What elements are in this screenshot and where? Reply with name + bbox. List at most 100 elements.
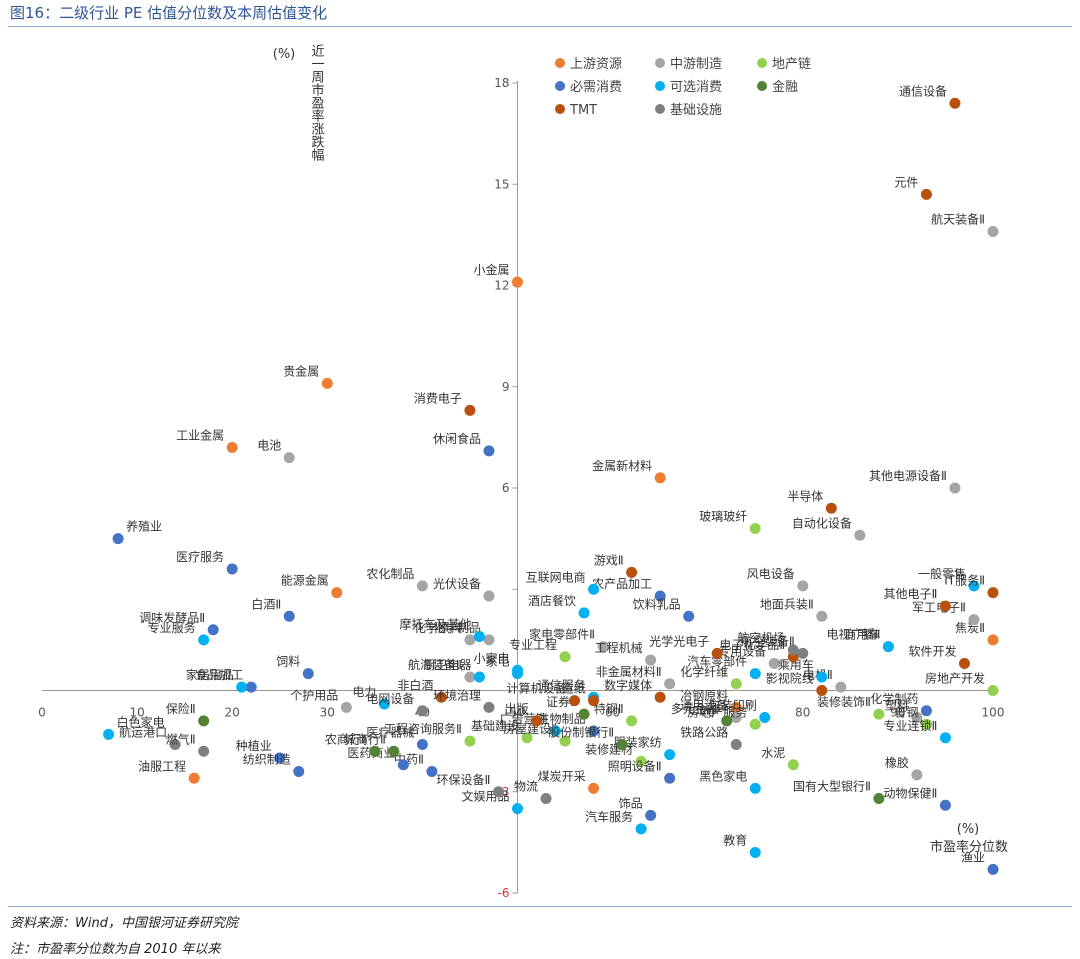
y-tick-label: 9	[502, 380, 510, 394]
legend-marker	[757, 81, 767, 91]
figure-title: 图16：二级行业 PE 估值分位数及本周估值变化	[10, 4, 328, 22]
data-point	[378, 698, 390, 710]
data-point-label: 个护用品	[290, 688, 338, 702]
data-point	[854, 529, 866, 541]
data-point-label: 生物制品	[538, 712, 586, 726]
data-point-label: 乘用车	[778, 657, 814, 672]
source-note: 资料来源：Wind，中国银河证券研究院	[10, 916, 238, 931]
data-point	[654, 691, 666, 703]
x-tick-label: 0	[38, 706, 46, 720]
data-point-label: 半导体	[787, 489, 823, 503]
data-point	[987, 634, 999, 646]
data-point-label: 基础建设	[471, 719, 519, 733]
data-point-label: 互联网电商	[526, 569, 586, 584]
data-point	[464, 735, 476, 747]
data-point	[645, 654, 657, 666]
data-point-label: 通信设备	[899, 84, 947, 98]
scatter-chart: 0102030405060708090100 -6-369121518 (%) …	[38, 44, 1008, 900]
data-point-label: 白色家电	[117, 714, 165, 729]
data-point	[274, 752, 286, 764]
legend-label: 基础设施	[670, 103, 722, 118]
data-point	[968, 614, 980, 626]
data-point	[483, 445, 495, 457]
data-point-label: 医疗器械	[366, 725, 414, 740]
data-point	[730, 701, 742, 713]
data-point-label: 饲料	[276, 655, 300, 669]
legend-marker	[655, 81, 665, 91]
data-point-label: 影视院线	[766, 671, 814, 686]
data-point	[198, 715, 210, 727]
data-point	[578, 607, 590, 619]
data-point-label: 白酒Ⅱ	[251, 596, 281, 611]
data-point-label: 保险Ⅱ	[166, 701, 196, 716]
data-point-label: 出版	[505, 702, 529, 716]
data-point-label: 汽车零部件	[687, 654, 747, 669]
data-point-label: 自动化设备	[792, 516, 852, 530]
x-axis-title: (%) 市盈率分位数	[930, 822, 1008, 855]
data-point	[597, 641, 609, 653]
data-point-label: 非金属材料Ⅱ	[596, 664, 662, 679]
data-point-label: 房地产服务	[687, 704, 747, 719]
data-point	[512, 803, 523, 815]
data-point	[749, 847, 761, 858]
data-point	[787, 644, 799, 656]
data-point	[483, 701, 495, 713]
data-point	[550, 725, 562, 737]
data-point	[654, 590, 666, 602]
legend-label: 上游资源	[570, 57, 622, 72]
data-point	[521, 732, 533, 744]
data-point	[464, 634, 476, 646]
data-point	[939, 732, 951, 744]
x-tick-label: 20	[225, 706, 240, 720]
data-point	[664, 772, 676, 784]
data-point-label: 燃气Ⅱ	[166, 731, 196, 746]
data-point	[645, 809, 657, 821]
x-tick-label: 80	[795, 706, 810, 720]
data-point-label: 风电设备	[747, 567, 795, 581]
data-point	[416, 705, 428, 717]
data-point-label: 煤炭开采	[538, 769, 586, 783]
data-point	[531, 715, 543, 727]
x-tick-label: 100	[982, 706, 1005, 720]
data-point	[512, 668, 523, 680]
data-point-label: 化学纤维	[680, 664, 728, 679]
data-point-label: 一般零售	[918, 566, 966, 581]
legend-label: TMT	[569, 103, 597, 118]
data-point	[464, 671, 476, 683]
data-point-label: 工业金属	[176, 428, 224, 443]
data-point	[987, 587, 999, 599]
data-point	[302, 668, 314, 680]
data-point	[588, 695, 600, 707]
data-point	[654, 472, 666, 484]
y-axis-unit: (%)	[273, 47, 296, 62]
data-point-label: 化学原料	[414, 620, 462, 635]
data-point-label: 电力	[352, 685, 376, 699]
data-point-label: 医疗服务	[176, 549, 224, 564]
data-point	[787, 759, 799, 771]
data-point	[749, 782, 761, 794]
data-point-label: 玻璃玻纤	[699, 510, 747, 524]
data-point-label: 特钢Ⅱ	[594, 701, 624, 716]
data-point	[588, 725, 600, 737]
data-point	[588, 583, 600, 595]
x-tick-label: 60	[605, 706, 620, 720]
data-point	[939, 600, 951, 612]
y-tick-label: 18	[494, 76, 509, 90]
data-point	[416, 580, 428, 592]
data-point-label: 金属新材料	[592, 458, 652, 473]
data-point	[835, 681, 847, 693]
data-point-label: 计算机设备	[507, 681, 567, 696]
data-point-label: 航运港口	[119, 725, 167, 740]
data-point	[540, 793, 552, 804]
data-point-label: 铁路公路	[680, 725, 728, 740]
data-point-label: 军工电子Ⅱ	[912, 601, 966, 615]
data-point	[939, 799, 951, 811]
data-point-label: 通用设备	[680, 699, 728, 713]
data-point	[711, 647, 723, 659]
data-point	[464, 404, 476, 416]
data-point-label: 油服工程	[138, 758, 186, 773]
data-point-label: 纺织制造	[243, 753, 291, 767]
data-point	[749, 668, 761, 680]
data-point	[920, 718, 932, 730]
